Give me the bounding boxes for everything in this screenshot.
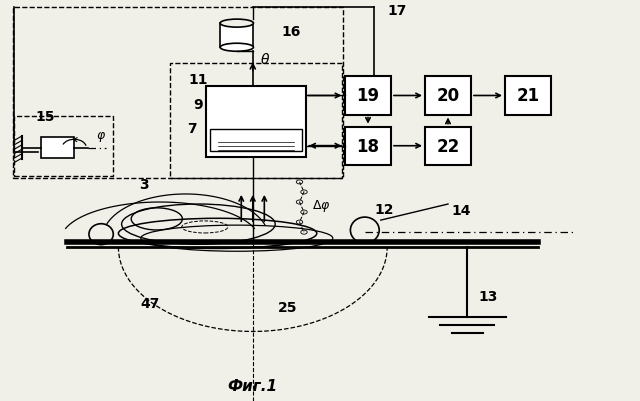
Ellipse shape — [220, 20, 253, 28]
Bar — [206, 87, 306, 158]
Text: 16: 16 — [282, 25, 301, 39]
Bar — [345, 128, 391, 165]
Bar — [41, 138, 74, 159]
Bar — [14, 116, 113, 176]
Text: 22: 22 — [436, 138, 460, 155]
Text: $\varphi$: $\varphi$ — [96, 130, 106, 143]
Bar — [505, 77, 551, 115]
Bar — [13, 8, 343, 178]
Text: 19: 19 — [356, 87, 380, 105]
Text: 3: 3 — [139, 178, 149, 191]
Bar — [345, 77, 391, 115]
Text: 13: 13 — [478, 290, 497, 304]
Text: 25: 25 — [278, 300, 298, 314]
Text: 17: 17 — [387, 4, 406, 18]
Bar — [425, 128, 471, 165]
Text: 18: 18 — [356, 138, 380, 155]
Text: 9: 9 — [193, 97, 204, 111]
Bar — [170, 64, 342, 178]
Text: 20: 20 — [436, 87, 460, 105]
Bar — [425, 77, 471, 115]
Text: 47: 47 — [141, 296, 160, 310]
Text: $\Delta\varphi$: $\Delta\varphi$ — [312, 198, 331, 213]
Text: 7: 7 — [187, 122, 197, 135]
Bar — [220, 24, 253, 48]
Text: 15: 15 — [35, 110, 54, 124]
Ellipse shape — [220, 44, 253, 52]
Text: $\theta$: $\theta$ — [260, 52, 271, 67]
Text: Фиг.1: Фиг.1 — [228, 378, 278, 393]
Bar — [210, 129, 303, 152]
Text: 11: 11 — [189, 73, 208, 87]
Text: 14: 14 — [451, 204, 470, 217]
Text: 12: 12 — [374, 203, 394, 216]
Text: 21: 21 — [516, 87, 540, 105]
